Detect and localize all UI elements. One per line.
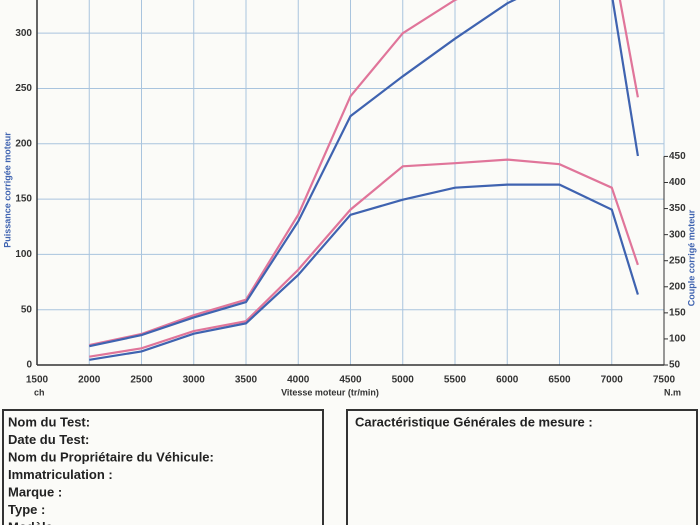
form-field: Immatriculation : [8, 467, 113, 482]
y-tick-label: 200 [15, 138, 32, 149]
x-tick-label: 2500 [130, 375, 153, 386]
form-field: Nom du Test: [8, 414, 90, 429]
form-field: Modèle : [8, 519, 61, 525]
x-tick-label: 7500 [653, 375, 676, 386]
plot: 1500 2000 2500 3000 3500 4000 4500 5000 5500 6000… [15, 0, 686, 386]
y-axis-label: Puissance corrigée moteur [2, 132, 12, 248]
form-field: Type : [8, 502, 45, 517]
y-tick-label: 250 [15, 83, 32, 94]
y2-tick-label: 50 [669, 360, 681, 371]
y-tick-label: 0 [26, 360, 32, 371]
form-field: Date du Test: [8, 432, 89, 447]
y2-unit: N.m [664, 387, 681, 397]
y-tick-label: 150 [15, 194, 32, 205]
series-line [89, 183, 639, 361]
right-box [346, 409, 698, 525]
y2-tick-label: 150 [669, 307, 686, 318]
y-tick-label: 100 [15, 249, 32, 260]
x-tick-label: 6500 [548, 375, 571, 386]
x-tick-label: 2000 [78, 375, 101, 386]
x-axis-label: Vitesse moteur (tr/min) [281, 387, 379, 397]
x-tick-label: 4000 [287, 375, 310, 386]
x-tick-label: 3500 [235, 375, 258, 386]
x-tick-label: 7000 [601, 375, 624, 386]
y2-tick-label: 450 [669, 151, 686, 162]
y2-axis-label: Couple corrigé moteur [686, 209, 696, 306]
y2-tick-label: 400 [669, 177, 686, 188]
x-tick-label: 6000 [496, 375, 519, 386]
series-line [89, 0, 639, 347]
left-box [2, 409, 324, 525]
right-title: Caractéristique Générales de mesure : [355, 414, 593, 429]
y-unit: ch [34, 387, 45, 397]
series-line [89, 158, 639, 358]
x-tick-label: 5000 [392, 375, 415, 386]
y2-tick-label: 200 [669, 281, 686, 292]
series-line [89, 0, 639, 348]
y2-tick-label: 100 [669, 334, 686, 345]
y2-tick-label: 300 [669, 229, 686, 240]
form-field: Marque : [8, 484, 62, 499]
y-tick-label: 50 [21, 304, 33, 315]
x-tick-label: 1500 [26, 375, 49, 386]
x-tick-label: 4500 [339, 375, 362, 386]
form-field: Nom du Propriétaire du Véhicule: [8, 449, 214, 464]
x-tick-label: 3000 [183, 375, 206, 386]
y2-tick-label: 350 [669, 203, 686, 214]
y2-tick-label: 250 [669, 255, 686, 266]
y-tick-label: 300 [15, 28, 32, 39]
x-tick-label: 5500 [444, 375, 467, 386]
form: Caractéristique Générales de mesure : No… [2, 409, 698, 525]
